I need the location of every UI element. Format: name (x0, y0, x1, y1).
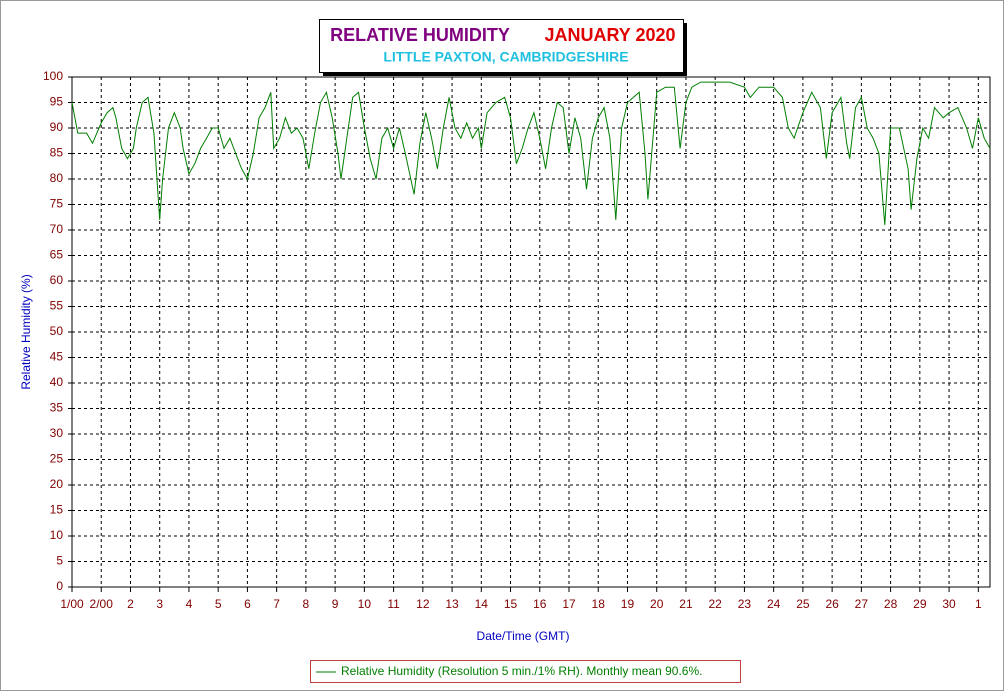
y-tick-label: 60 (50, 273, 64, 287)
y-tick-label: 75 (50, 197, 64, 211)
x-tick-label: 8 (303, 597, 310, 611)
x-tick-label: 1 (975, 597, 982, 611)
x-tick-label: 21 (679, 597, 693, 611)
plot-border (71, 76, 991, 588)
y-tick-label: 100 (43, 69, 63, 83)
x-tick-label: 1/00 (60, 597, 84, 611)
legend-label: Relative Humidity (Resolution 5 min./1% … (341, 664, 702, 678)
y-tick-label: 80 (50, 171, 64, 185)
chart-subtitle: LITTLE PAXTON, CAMBRIDGESHIRE (383, 49, 628, 65)
x-tick-label: 4 (186, 597, 193, 611)
x-tick-label: 13 (445, 597, 459, 611)
y-tick-label: 30 (50, 426, 64, 440)
chart-title: RELATIVE HUMIDITY (330, 25, 510, 45)
y-tick-label: 40 (50, 375, 64, 389)
x-tick-label: 14 (475, 597, 489, 611)
y-tick-label: 65 (50, 248, 64, 262)
y-tick-label: 70 (50, 222, 64, 236)
title-box (319, 19, 684, 73)
y-tick-label: 25 (50, 452, 64, 466)
x-tick-label: 29 (913, 597, 927, 611)
x-tick-label: 2/00 (90, 597, 114, 611)
y-tick-label: 95 (50, 95, 64, 109)
x-tick-label: 27 (855, 597, 869, 611)
x-tick-label: 9 (332, 597, 339, 611)
y-axis-title: Relative Humidity (%) (19, 274, 33, 389)
x-tick-label: 26 (825, 597, 839, 611)
x-tick-label: 19 (621, 597, 635, 611)
y-tick-label: 85 (50, 146, 64, 160)
x-tick-label: 18 (592, 597, 606, 611)
y-tick-label: 0 (56, 579, 63, 593)
x-tick-label: 23 (738, 597, 752, 611)
x-tick-label: 7 (273, 597, 280, 611)
x-tick-label: 20 (650, 597, 664, 611)
x-tick-label: 30 (942, 597, 956, 611)
y-tick-label: 15 (50, 503, 64, 517)
y-tick-label: 35 (50, 401, 64, 415)
x-tick-label: 17 (562, 597, 576, 611)
y-tick-label: 50 (50, 324, 64, 338)
x-tick-label: 22 (709, 597, 723, 611)
y-tick-label: 5 (56, 554, 63, 568)
x-tick-label: 12 (416, 597, 430, 611)
x-tick-label: 2 (127, 597, 134, 611)
y-tick-label: 90 (50, 120, 64, 134)
x-tick-label: 6 (244, 597, 251, 611)
x-tick-label: 16 (533, 597, 547, 611)
x-tick-label: 15 (504, 597, 518, 611)
x-tick-label: 11 (387, 597, 400, 611)
data-line (71, 81, 991, 225)
x-tick-label: 25 (796, 597, 810, 611)
x-tick-label: 3 (156, 597, 163, 611)
x-tick-label: 10 (358, 597, 372, 611)
y-tick-label: 20 (50, 477, 64, 491)
y-tick-label: 45 (50, 350, 64, 364)
chart-period: JANUARY 2020 (544, 25, 675, 45)
x-tick-label: 24 (767, 597, 781, 611)
legend: Relative Humidity (Resolution 5 min./1% … (316, 664, 702, 678)
x-axis-title: Date/Time (GMT) (477, 629, 570, 643)
x-tick-label: 28 (884, 597, 898, 611)
y-tick-label: 10 (50, 528, 64, 542)
legend-box (310, 660, 741, 683)
x-tick-label: 5 (215, 597, 222, 611)
y-tick-label: 55 (50, 299, 64, 313)
